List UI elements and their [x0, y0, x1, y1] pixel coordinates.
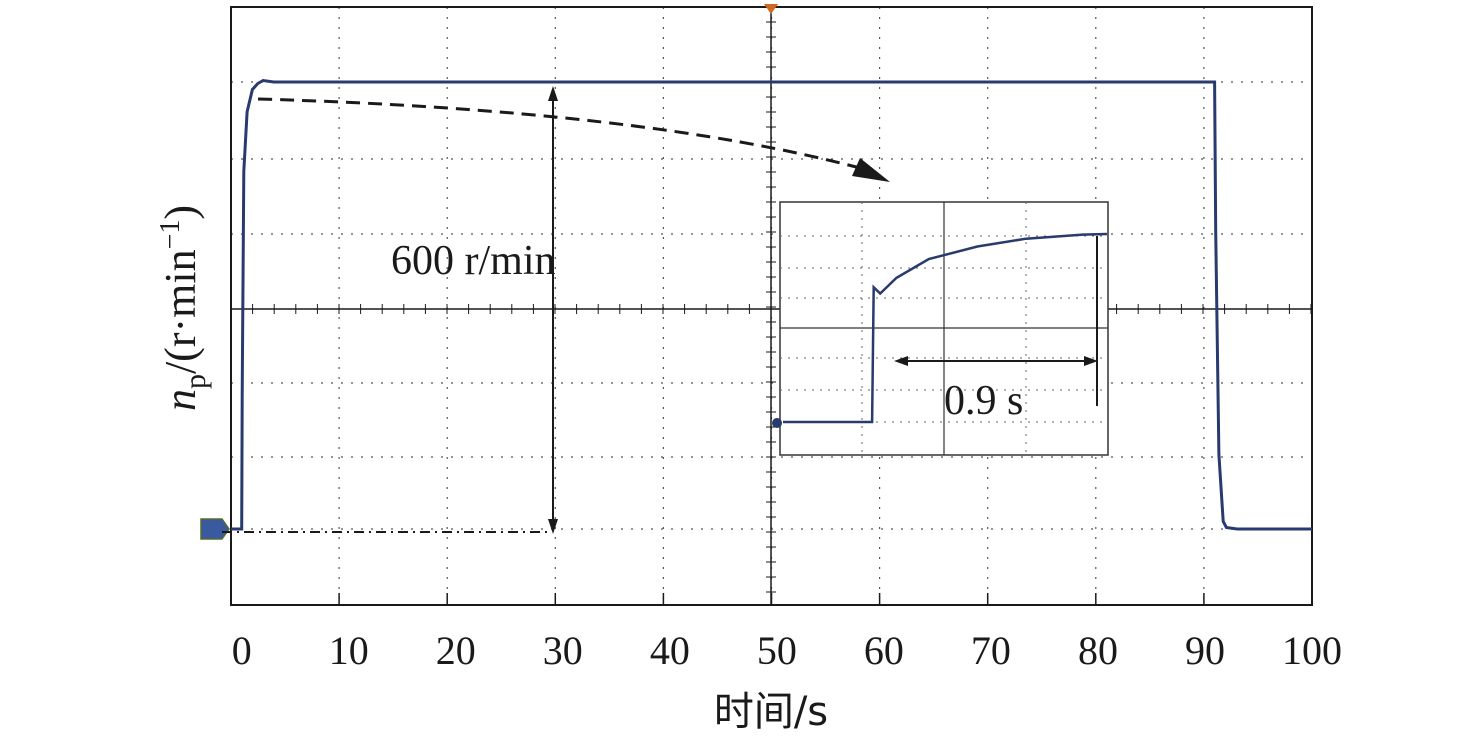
- settling-time-label: 0.9 s: [944, 378, 1023, 424]
- y-axis-subscript: p: [179, 374, 212, 389]
- settling-arrow-head-right: [1084, 356, 1098, 366]
- zoom-arrow-head: [852, 158, 890, 182]
- annotations: 600 r/min: [222, 86, 890, 534]
- x-tick-label: 10: [329, 628, 369, 673]
- settling-arrow-head-left: [894, 356, 908, 366]
- x-tick-label: 30: [543, 628, 583, 673]
- x-tick-label: 80: [1078, 628, 1118, 673]
- x-tick-label: 20: [436, 628, 476, 673]
- trigger-marker-icon: [764, 4, 778, 14]
- x-tick-label: 40: [650, 628, 690, 673]
- channel-1-marker: [200, 518, 230, 540]
- inset-channel-marker: [772, 418, 782, 428]
- speed-series-line: [231, 78, 1312, 531]
- y-axis-symbol: n: [156, 389, 205, 411]
- x-tick-labels: 0 10 20 30 40 50 60 70 80 90 100: [232, 628, 1342, 673]
- zoom-dashed-arrow: [257, 97, 861, 170]
- center-axes: [231, 7, 1312, 605]
- inset-series-line: [783, 232, 1108, 424]
- y-axis-unit-close: ): [156, 205, 205, 220]
- amplitude-label: 600 r/min: [391, 238, 556, 284]
- x-tick-label: 50: [757, 628, 797, 673]
- x-tick-label: 60: [864, 628, 904, 673]
- y-axis-unit-open: /(r·min: [156, 249, 205, 374]
- x-tick-label: 90: [1185, 628, 1225, 673]
- x-axis-label: 时间/s: [714, 689, 828, 735]
- amplitude-arrow-head-bottom: [548, 519, 558, 534]
- x-tick-label: 0: [232, 628, 252, 673]
- y-axis-unit-exp: −1: [155, 220, 186, 250]
- amplitude-arrow-head-top: [548, 86, 558, 101]
- x-tick-label: 70: [971, 628, 1011, 673]
- x-tick-label: 100: [1282, 628, 1342, 673]
- y-axis-label: np/(r·min−1): [155, 205, 212, 411]
- inset-zoom: 0.9 s: [772, 201, 1109, 456]
